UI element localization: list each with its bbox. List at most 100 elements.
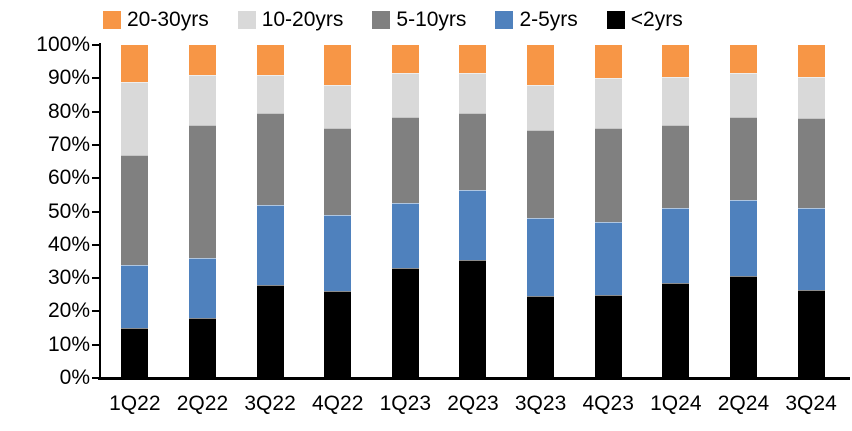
bar-1Q24 bbox=[662, 45, 690, 378]
bar-segment-25yrs bbox=[797, 208, 825, 290]
bar-segment-510yrs bbox=[256, 113, 284, 205]
x-axis-label: 2Q22 bbox=[176, 392, 229, 415]
y-axis-label: 0% bbox=[59, 366, 90, 389]
x-axis-label: 3Q24 bbox=[785, 392, 837, 415]
bar-segment-25yrs bbox=[188, 258, 216, 319]
bar-segment-2yrs bbox=[459, 259, 487, 378]
y-axis-label: 100% bbox=[36, 33, 90, 56]
bar-segment-2030yrs bbox=[391, 45, 419, 74]
x-axis-label: 2Q24 bbox=[717, 392, 770, 415]
bar-segment-510yrs bbox=[729, 116, 757, 200]
bar-segment-1020yrs bbox=[391, 73, 419, 117]
bar-segment-1020yrs bbox=[594, 78, 622, 129]
bar-segment-1020yrs bbox=[729, 73, 757, 117]
y-axis-tick bbox=[92, 44, 100, 46]
bar-segment-1020yrs bbox=[324, 84, 352, 129]
bar-segment-1020yrs bbox=[797, 76, 825, 119]
bar-segment-510yrs bbox=[459, 113, 487, 190]
bar-segment-25yrs bbox=[459, 189, 487, 260]
x-axis-label: 1Q22 bbox=[109, 392, 161, 415]
bar-2Q24 bbox=[729, 45, 757, 378]
y-axis-tick bbox=[92, 343, 100, 346]
x-axis-line bbox=[98, 377, 850, 380]
legend-swatch-icon bbox=[372, 11, 391, 29]
bar-segment-1020yrs bbox=[256, 75, 284, 114]
bar-segment-2030yrs bbox=[256, 45, 284, 76]
bar-segment-25yrs bbox=[324, 214, 352, 292]
legend-item: 5-10yrs bbox=[372, 9, 466, 31]
y-axis-tick bbox=[92, 77, 100, 80]
bar-segment-510yrs bbox=[662, 124, 690, 209]
legend-label: 2-5yrs bbox=[519, 8, 578, 31]
bar-2Q22 bbox=[188, 45, 216, 378]
y-axis-tick bbox=[92, 210, 100, 213]
bar-segment-2030yrs bbox=[662, 45, 690, 77]
y-axis-label: 80% bbox=[47, 99, 90, 123]
legend-label: <2yrs bbox=[630, 8, 683, 31]
legend-item: <2yrs bbox=[606, 8, 683, 31]
bar-segment-2yrs bbox=[324, 291, 352, 378]
y-axis-tick bbox=[92, 377, 100, 379]
bar-2Q23 bbox=[459, 45, 487, 378]
bar-segment-2030yrs bbox=[459, 45, 487, 74]
legend-swatch-icon bbox=[495, 11, 514, 29]
bar-segment-1020yrs bbox=[188, 75, 216, 125]
bar-segment-1020yrs bbox=[527, 84, 555, 130]
legend-item: 10-20yrs bbox=[237, 8, 344, 31]
y-axis-tick bbox=[92, 310, 100, 313]
bar-segment-25yrs bbox=[256, 204, 284, 285]
bar-segment-510yrs bbox=[324, 128, 352, 215]
bar-segment-510yrs bbox=[391, 116, 419, 204]
plot-area bbox=[101, 45, 845, 378]
y-axis-tick bbox=[92, 110, 100, 113]
x-axis-label: 1Q23 bbox=[379, 392, 431, 415]
bar-segment-1020yrs bbox=[662, 76, 690, 125]
bar-segment-2yrs bbox=[188, 318, 216, 378]
bar-segment-2yrs bbox=[729, 276, 757, 378]
legend-item: 2-5yrs bbox=[495, 8, 578, 31]
bar-segment-25yrs bbox=[121, 264, 149, 329]
x-axis-label: 3Q23 bbox=[514, 392, 567, 415]
bar-segment-2yrs bbox=[594, 294, 622, 378]
bar-segment-25yrs bbox=[527, 218, 555, 297]
y-axis-label: 60% bbox=[47, 166, 90, 190]
bar-segment-25yrs bbox=[594, 221, 622, 295]
bar-segment-510yrs bbox=[527, 129, 555, 219]
legend-swatch-icon bbox=[103, 11, 121, 29]
y-axis-tick bbox=[92, 243, 100, 246]
bar-1Q23 bbox=[391, 45, 419, 378]
legend-label: 5-10yrs bbox=[396, 8, 467, 31]
y-axis-label: 30% bbox=[47, 266, 90, 290]
y-axis-tick bbox=[92, 277, 100, 280]
bar-segment-2030yrs bbox=[121, 45, 149, 82]
bar-segment-2yrs bbox=[527, 296, 555, 378]
y-axis-tick bbox=[92, 177, 100, 180]
bar-segment-510yrs bbox=[797, 118, 825, 209]
legend-item: 20-30yrs bbox=[103, 9, 209, 31]
bar-segment-2yrs bbox=[391, 268, 419, 378]
legend-label: 10-20yrs bbox=[261, 8, 344, 31]
bar-segment-25yrs bbox=[662, 208, 690, 284]
bar-segment-2030yrs bbox=[797, 45, 825, 77]
y-axis-line bbox=[99, 43, 101, 379]
legend: 20-30yrs 10-20yrs 5-10yrs 2-5yrs <2yrs bbox=[103, 9, 683, 31]
bar-segment-2030yrs bbox=[527, 45, 555, 85]
x-axis-label: 2Q23 bbox=[447, 392, 499, 415]
x-axis-labels: 1Q22 2Q22 3Q22 4Q22 1Q23 2Q23 3Q23 4Q23 1Q24 2Q24… bbox=[101, 392, 845, 416]
x-axis-label: 4Q22 bbox=[312, 392, 364, 415]
x-axis-label: 3Q22 bbox=[244, 392, 296, 415]
bar-4Q22 bbox=[324, 45, 352, 378]
y-axis-label: 70% bbox=[47, 132, 90, 156]
y-axis-label: 90% bbox=[47, 66, 90, 90]
y-axis-label: 40% bbox=[47, 232, 90, 256]
y-axis-label: 50% bbox=[47, 199, 90, 223]
bar-segment-510yrs bbox=[121, 154, 149, 265]
bar-segment-25yrs bbox=[391, 203, 419, 269]
x-axis-label: 4Q23 bbox=[582, 392, 634, 415]
bar-segment-2030yrs bbox=[729, 45, 757, 74]
y-axis-label: 20% bbox=[47, 299, 90, 323]
legend-swatch-icon bbox=[606, 11, 625, 29]
bar-segment-2yrs bbox=[797, 289, 825, 378]
bar-segment-1020yrs bbox=[459, 73, 487, 114]
